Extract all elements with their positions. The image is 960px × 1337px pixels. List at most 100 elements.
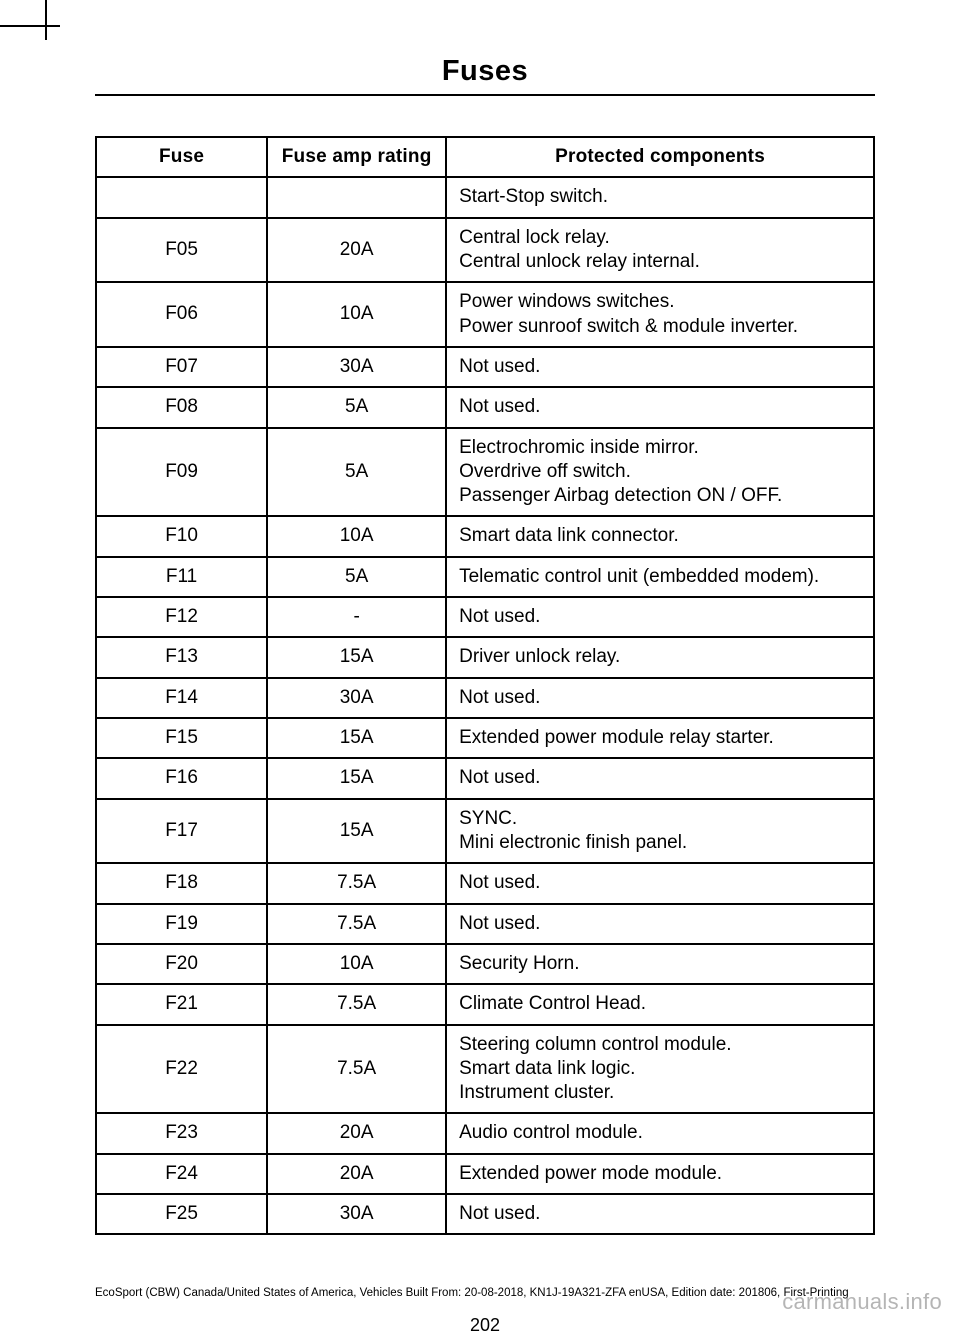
component-line: Not used. xyxy=(459,1202,861,1226)
rating-cell xyxy=(267,177,446,217)
col-header-components: Protected components xyxy=(446,137,874,177)
rating-cell: 15A xyxy=(267,758,446,798)
components-cell: Climate Control Head. xyxy=(446,984,874,1024)
table-row: F1515A Extended power module relay starte… xyxy=(96,718,874,758)
rating-cell: 15A xyxy=(267,799,446,864)
components-cell: Telematic control unit (embedded modem). xyxy=(446,557,874,597)
component-line: Smart data link connector. xyxy=(459,524,861,548)
components-cell: Not used. xyxy=(446,347,874,387)
rating-cell: 20A xyxy=(267,1113,446,1153)
rating-cell: 7.5A xyxy=(267,1025,446,1114)
rating-cell: 7.5A xyxy=(267,904,446,944)
component-line: Security Horn. xyxy=(459,952,861,976)
components-cell: Audio control module. xyxy=(446,1113,874,1153)
fuse-cell xyxy=(96,177,267,217)
table-row: F1715A SYNC.Mini electronic finish panel. xyxy=(96,799,874,864)
col-header-rating: Fuse amp rating xyxy=(267,137,446,177)
table-row: F0520ACentral lock relay.Central unlock … xyxy=(96,218,874,283)
component-line: Instrument cluster. xyxy=(459,1081,861,1105)
components-cell: Not used. xyxy=(446,678,874,718)
fuse-cell: F15 xyxy=(96,718,267,758)
component-line: Audio control module. xyxy=(459,1121,861,1145)
components-cell: Not used. xyxy=(446,758,874,798)
rating-cell: 10A xyxy=(267,282,446,347)
component-line: Not used. xyxy=(459,355,861,379)
table-row: Start-Stop switch. xyxy=(96,177,874,217)
components-cell: Not used. xyxy=(446,1194,874,1234)
page-number: 202 xyxy=(95,1315,875,1336)
fuse-cell: F06 xyxy=(96,282,267,347)
component-line: Driver unlock relay. xyxy=(459,645,861,669)
component-line: Not used. xyxy=(459,912,861,936)
components-cell: Security Horn. xyxy=(446,944,874,984)
fuse-cell: F07 xyxy=(96,347,267,387)
fuse-cell: F18 xyxy=(96,863,267,903)
component-line: Not used. xyxy=(459,686,861,710)
crop-mark xyxy=(0,25,60,27)
table-row: F095AElectrochromic inside mirror.Overdr… xyxy=(96,428,874,517)
footer-text: EcoSport (CBW) Canada/United States of A… xyxy=(95,1287,849,1299)
components-cell: Power windows switches.Power sunroof swi… xyxy=(446,282,874,347)
table-row: F0610APower windows switches.Power sunro… xyxy=(96,282,874,347)
rating-cell: 7.5A xyxy=(267,863,446,903)
components-cell: Smart data link connector. xyxy=(446,516,874,556)
component-line: Central lock relay. xyxy=(459,226,861,250)
title-rule xyxy=(95,94,875,96)
watermark: carmanuals.info xyxy=(782,1289,942,1315)
components-cell: Electrochromic inside mirror.Overdrive o… xyxy=(446,428,874,517)
rating-cell: 5A xyxy=(267,428,446,517)
fuse-cell: F10 xyxy=(96,516,267,556)
fuse-cell: F24 xyxy=(96,1154,267,1194)
rating-cell: - xyxy=(267,597,446,637)
component-line: Passenger Airbag detection ON / OFF. xyxy=(459,484,861,508)
rating-cell: 30A xyxy=(267,347,446,387)
table-row: F1010ASmart data link connector. xyxy=(96,516,874,556)
fuse-cell: F21 xyxy=(96,984,267,1024)
components-cell: Not used. xyxy=(446,904,874,944)
fuse-cell: F19 xyxy=(96,904,267,944)
rating-cell: 5A xyxy=(267,557,446,597)
table-row: F115ATelematic control unit (embedded mo… xyxy=(96,557,874,597)
fuse-cell: F08 xyxy=(96,387,267,427)
table-row: F0730A Not used. xyxy=(96,347,874,387)
table-row: F227.5ASteering column control module.Sm… xyxy=(96,1025,874,1114)
component-line: Telematic control unit (embedded modem). xyxy=(459,565,861,589)
component-line: Mini electronic finish panel. xyxy=(459,831,861,855)
component-line: Extended power mode module. xyxy=(459,1162,861,1186)
component-line: Climate Control Head. xyxy=(459,992,861,1016)
components-cell: Central lock relay.Central unlock relay … xyxy=(446,218,874,283)
components-cell: Extended power module relay starter. xyxy=(446,718,874,758)
component-line: Extended power module relay starter. xyxy=(459,726,861,750)
component-line: Not used. xyxy=(459,766,861,790)
fuse-cell: F16 xyxy=(96,758,267,798)
component-line: Overdrive off switch. xyxy=(459,460,861,484)
fuse-cell: F25 xyxy=(96,1194,267,1234)
component-line: Central unlock relay internal. xyxy=(459,250,861,274)
fuse-cell: F13 xyxy=(96,637,267,677)
fuse-cell: F12 xyxy=(96,597,267,637)
component-line: Not used. xyxy=(459,871,861,895)
rating-cell: 5A xyxy=(267,387,446,427)
rating-cell: 30A xyxy=(267,678,446,718)
rating-cell: 20A xyxy=(267,1154,446,1194)
component-line: Power windows switches. xyxy=(459,290,861,314)
fuse-cell: F17 xyxy=(96,799,267,864)
fuse-cell: F22 xyxy=(96,1025,267,1114)
component-line: Steering column control module. xyxy=(459,1033,861,1057)
fuse-cell: F09 xyxy=(96,428,267,517)
component-line: Not used. xyxy=(459,605,861,629)
rating-cell: 20A xyxy=(267,218,446,283)
fuse-cell: F14 xyxy=(96,678,267,718)
fuse-cell: F20 xyxy=(96,944,267,984)
table-row: F2530ANot used. xyxy=(96,1194,874,1234)
table-row: F2420A Extended power mode module. xyxy=(96,1154,874,1194)
components-cell: Start-Stop switch. xyxy=(446,177,874,217)
table-row: F1430A Not used. xyxy=(96,678,874,718)
page-content: Fuses Fuse Fuse amp rating Protected com… xyxy=(0,0,960,1336)
component-line: SYNC. xyxy=(459,807,861,831)
rating-cell: 15A xyxy=(267,718,446,758)
table-row: F085A Not used. xyxy=(96,387,874,427)
component-line: Not used. xyxy=(459,395,861,419)
component-line: Power sunroof switch & module inverter. xyxy=(459,315,861,339)
components-cell: Not used. xyxy=(446,387,874,427)
